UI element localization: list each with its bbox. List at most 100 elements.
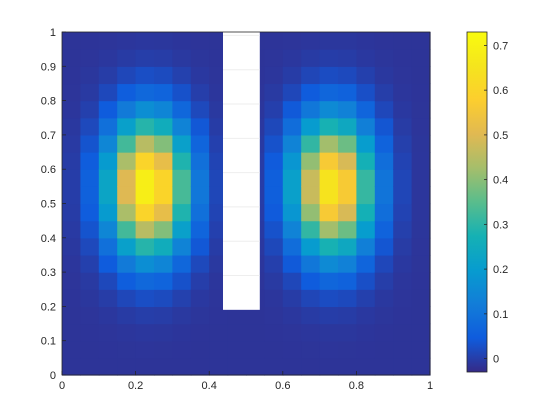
heatmap-cell: [282, 49, 302, 67]
heatmap-cell: [80, 237, 100, 256]
heatmap-cell: [209, 323, 229, 342]
heatmap-cell: [98, 83, 118, 102]
y-tick-label: 0.9: [41, 61, 56, 73]
heatmap-cell: [117, 306, 137, 325]
heatmap-cell: [338, 357, 357, 376]
heatmap-cell: [98, 169, 118, 187]
heatmap-cell: [190, 306, 210, 325]
heatmap-cell: [172, 272, 192, 290]
heatmap-cell: [135, 340, 155, 359]
heatmap-cell: [411, 100, 431, 119]
heatmap-cell: [98, 237, 118, 256]
heatmap-cell: [190, 340, 210, 359]
heatmap-cell: [62, 340, 81, 359]
heatmap-cell: [172, 289, 192, 307]
heatmap-cell: [338, 203, 357, 222]
heatmap-cell: [411, 186, 431, 205]
heatmap-cell: [264, 254, 284, 273]
heatmap-cell: [356, 83, 376, 102]
heatmap-cell: [301, 272, 321, 290]
heatmap-cell: [301, 306, 321, 325]
heatmap-cell: [356, 237, 376, 256]
blanked-region-lines: [223, 34, 260, 277]
heatmap-cell: [264, 306, 284, 325]
heatmap-cell: [172, 357, 192, 376]
heatmap-cell: [62, 117, 81, 136]
colorbar-ticks: 0 0.1 0.2 0.3 0.4 0.5 0.6 0.7: [484, 40, 508, 366]
heatmap-cell: [190, 220, 210, 239]
colorbar-tick-label: 0.2: [493, 264, 508, 276]
heatmap-cell: [154, 272, 173, 290]
heatmap-cell: [338, 306, 357, 325]
heatmap-cell: [172, 323, 192, 342]
heatmap-cell: [62, 83, 81, 102]
heatmap-cell: [374, 340, 394, 359]
heatmap-cell: [338, 237, 357, 256]
heatmap-cell: [80, 323, 100, 342]
heatmap-cell: [393, 66, 413, 85]
heatmap-cell: [356, 306, 376, 325]
heatmap-cell: [282, 117, 302, 136]
heatmap-cell: [172, 100, 192, 119]
heatmap-cell: [338, 220, 357, 239]
heatmap-cell: [301, 49, 321, 67]
heatmap-cell: [264, 237, 284, 256]
heatmap-cell: [135, 237, 155, 256]
heatmap-cell: [135, 100, 155, 119]
heatmap-cell: [282, 237, 302, 256]
heatmap-cell: [319, 152, 339, 170]
heatmap-cell: [117, 134, 137, 153]
heatmap-cell: [264, 357, 284, 376]
heatmap-cell: [246, 306, 265, 325]
heatmap-cell: [80, 134, 100, 153]
heatmap-cell: [374, 186, 394, 205]
heatmap-cell: [356, 323, 376, 342]
heatmap-cell: [62, 186, 81, 205]
heatmap-cell: [135, 169, 155, 187]
heatmap-cell: [154, 117, 173, 136]
heatmap-cell: [282, 220, 302, 239]
heatmap-cell: [172, 237, 192, 256]
heatmap-cell: [282, 323, 302, 342]
heatmap-cell: [98, 272, 118, 290]
y-tick-label: 0.2: [41, 301, 56, 313]
heatmap-cell: [117, 186, 137, 205]
heatmap-cell: [154, 306, 173, 325]
heatmap-cell: [319, 203, 339, 222]
heatmap-cell: [393, 220, 413, 239]
heatmap-cell: [190, 272, 210, 290]
heatmap-cell: [135, 117, 155, 136]
heatmap-cell: [80, 340, 100, 359]
heatmap-cell: [117, 289, 137, 307]
heatmap-cell: [374, 49, 394, 67]
heatmap-cell: [80, 289, 100, 307]
y-tick-label: 0.3: [41, 267, 56, 279]
heatmap-cell: [338, 254, 357, 273]
heatmap-cell: [301, 169, 321, 187]
heatmap-cell: [154, 289, 173, 307]
heatmap-cell: [356, 254, 376, 273]
y-tick-label: 0.5: [41, 199, 56, 211]
heatmap-cell: [80, 203, 100, 222]
heatmap-cell: [154, 237, 173, 256]
heatmap-cell: [319, 169, 339, 187]
heatmap-cell: [301, 289, 321, 307]
heatmap-cell: [154, 169, 173, 187]
heatmap-cell: [264, 289, 284, 307]
heatmap-cell: [319, 306, 339, 325]
heatmap-cell: [135, 306, 155, 325]
heatmap-cell: [411, 357, 431, 376]
heatmap-cell: [282, 289, 302, 307]
colorbar-tick-label: 0.1: [493, 309, 508, 321]
heatmap-cell: [98, 49, 118, 67]
heatmap-cell: [374, 66, 394, 85]
heatmap-cell: [172, 152, 192, 170]
heatmap-cell: [117, 32, 137, 50]
heatmap-cell: [227, 306, 247, 325]
heatmap-cell: [190, 186, 210, 205]
heatmap-cell: [282, 357, 302, 376]
colorbar-tick-label: 0.7: [493, 40, 508, 52]
y-tick-label: 0.7: [41, 130, 56, 142]
heatmap-cell: [338, 49, 357, 67]
x-axis: 0 0.2 0.4 0.6 0.8 1: [59, 371, 433, 392]
